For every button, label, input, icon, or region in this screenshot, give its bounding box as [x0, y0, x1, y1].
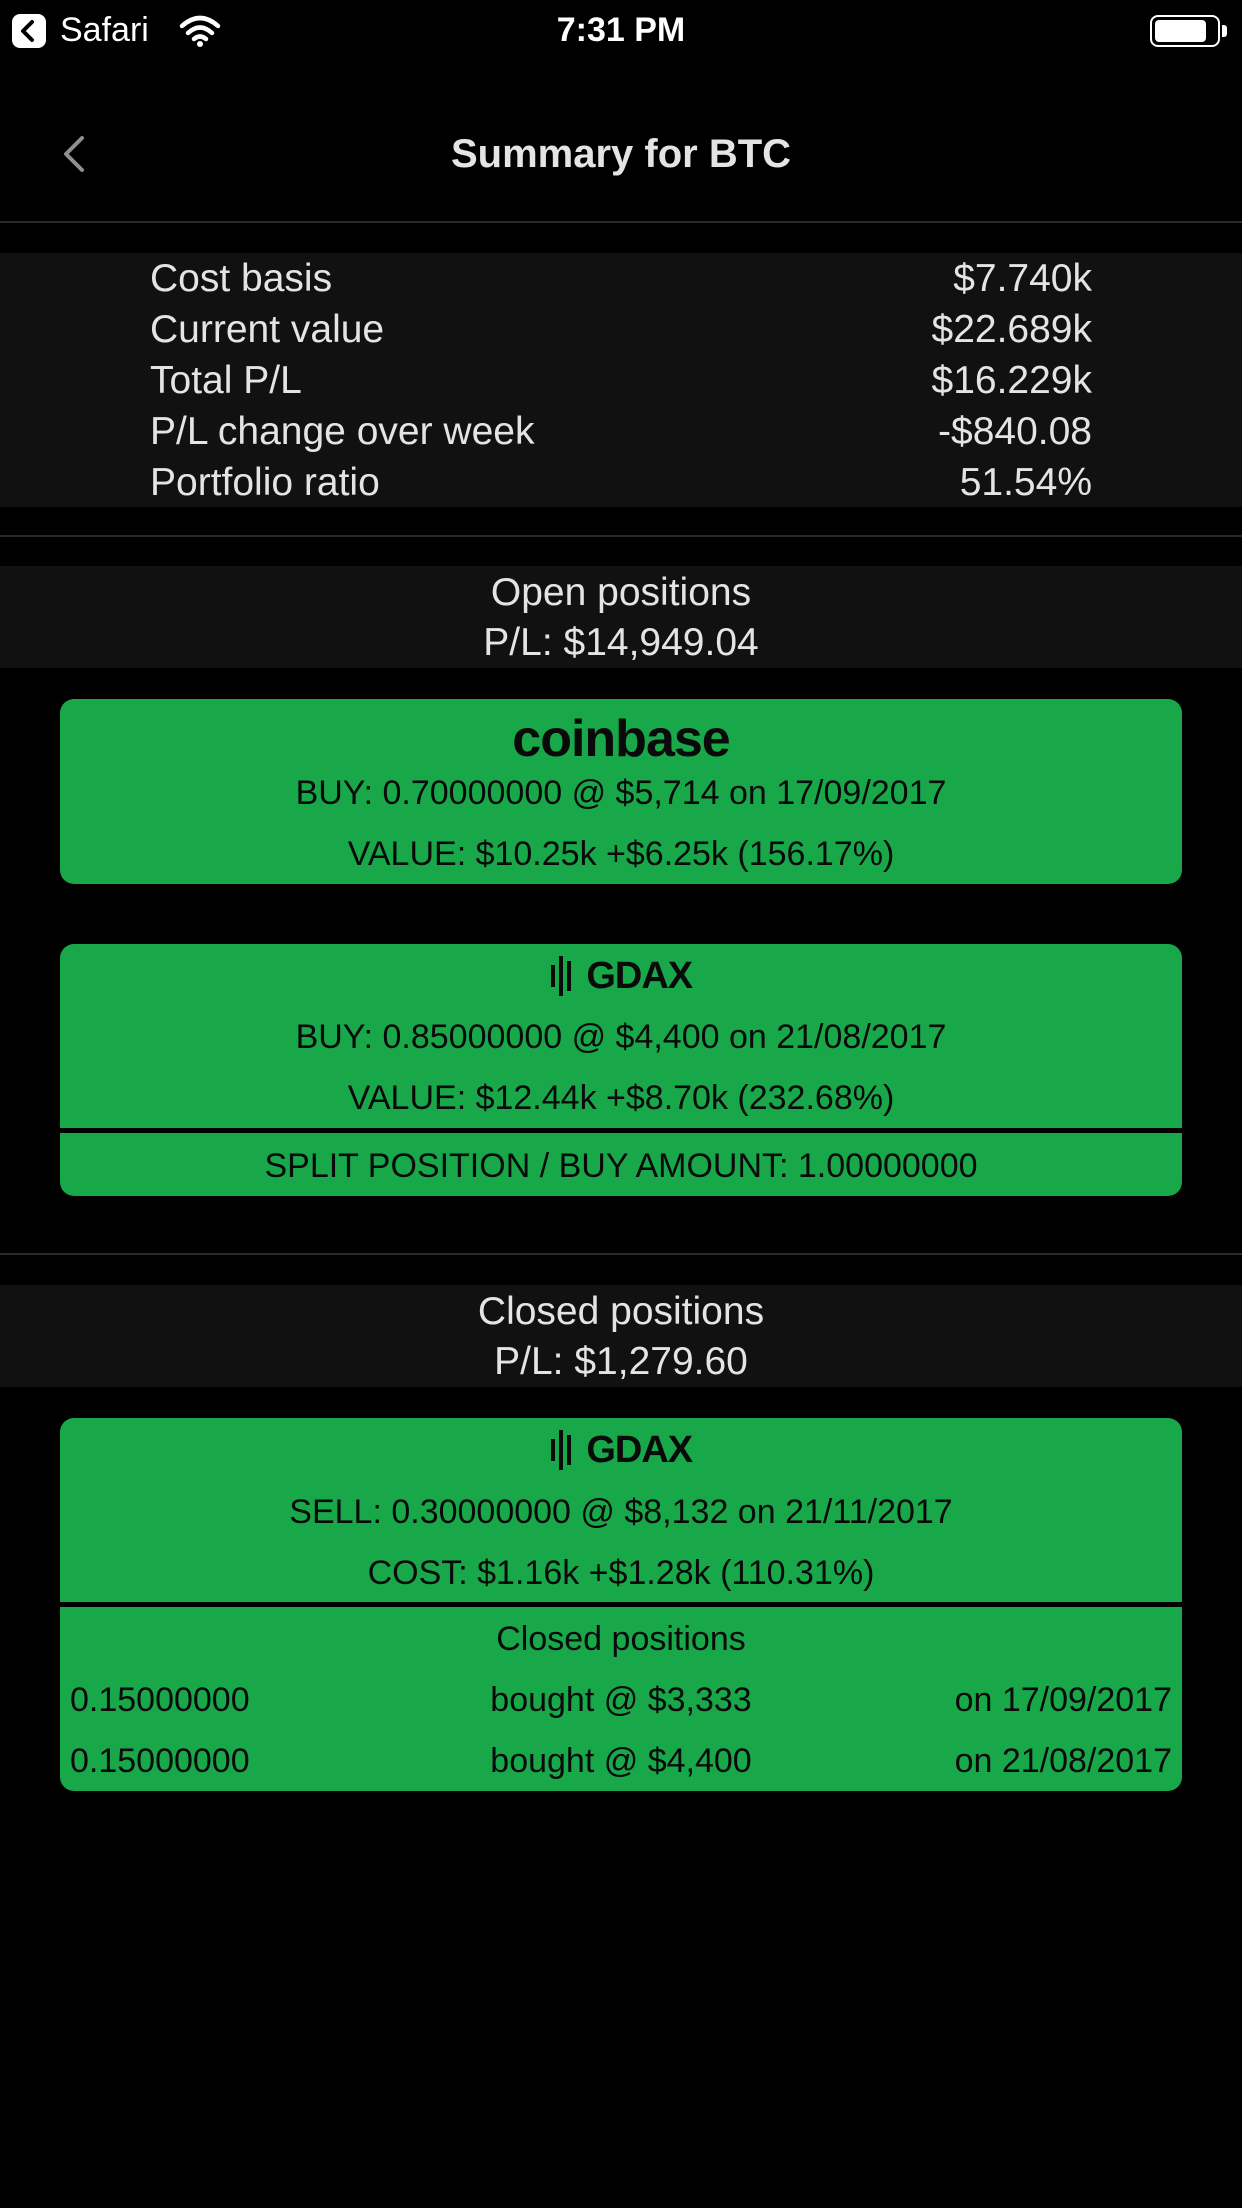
- gdax-logo: GDAX: [60, 1426, 1182, 1474]
- status-time: 7:31 PM: [556, 11, 686, 49]
- summary-panel: Cost basis $7.740k Current value $22.689…: [0, 253, 1242, 507]
- summary-value: -$840.08: [938, 410, 1092, 453]
- history-title: Closed positions: [496, 1620, 746, 1658]
- section-pl: P/L: $1,279.60: [494, 1340, 748, 1383]
- coinbase-logo: coinbase: [512, 710, 730, 768]
- summary-row-total-pl: Total P/L $16.229k: [150, 355, 1092, 406]
- battery-icon: [1150, 15, 1220, 47]
- trade-line: BUY: 0.70000000 @ $5,714 on 17/09/2017: [295, 774, 947, 812]
- card-separator: [60, 1602, 1182, 1607]
- value-line: VALUE: $10.25k +$6.25k (156.17%): [347, 835, 895, 873]
- summary-row-pl-week: P/L change over week -$840.08: [150, 406, 1092, 457]
- divider: [0, 535, 1242, 537]
- summary-label: P/L change over week: [150, 410, 535, 453]
- card-separator: [60, 1128, 1182, 1133]
- closed-positions-header: Closed positions P/L: $1,279.60: [0, 1285, 1242, 1387]
- gdax-bars-icon: [550, 1430, 571, 1470]
- divider: [0, 1253, 1242, 1255]
- history-amount: 0.15000000: [70, 1681, 250, 1719]
- battery-tip: [1222, 25, 1227, 37]
- history-date: on 17/09/2017: [954, 1681, 1172, 1719]
- history-date: on 21/08/2017: [954, 1742, 1172, 1780]
- summary-label: Portfolio ratio: [150, 461, 380, 504]
- back-to-app-icon[interactable]: [12, 14, 46, 48]
- status-app-label[interactable]: Safari: [60, 11, 149, 49]
- section-title: Closed positions: [477, 1290, 765, 1333]
- summary-value: 51.54%: [959, 461, 1092, 504]
- summary-row-portfolio-ratio: Portfolio ratio 51.54%: [150, 457, 1092, 508]
- summary-row-cost-basis: Cost basis $7.740k: [150, 253, 1092, 304]
- split-position-button[interactable]: SPLIT POSITION / BUY AMOUNT: 1.00000000: [264, 1147, 978, 1185]
- summary-label: Current value: [150, 308, 385, 351]
- section-title: Open positions: [490, 571, 752, 614]
- cost-line: COST: $1.16k +$1.28k (110.31%): [367, 1554, 875, 1592]
- summary-row-current-value: Current value $22.689k: [150, 304, 1092, 355]
- history-amount: 0.15000000: [70, 1742, 250, 1780]
- chevron-left-icon[interactable]: [56, 134, 96, 174]
- gdax-logo: GDAX: [60, 952, 1182, 1000]
- history-row: 0.15000000 bought @ $4,400 on 21/08/2017: [70, 1737, 1172, 1785]
- value-line: VALUE: $12.44k +$8.70k (232.68%): [347, 1079, 895, 1117]
- gdax-bars-icon: [550, 956, 571, 996]
- closed-position-card-gdax[interactable]: GDAX SELL: 0.30000000 @ $8,132 on 21/11/…: [60, 1418, 1182, 1791]
- divider: [0, 221, 1242, 223]
- status-bar: Safari 7:31 PM: [0, 0, 1242, 60]
- position-card-coinbase[interactable]: coinbase BUY: 0.70000000 @ $5,714 on 17/…: [60, 699, 1182, 884]
- position-card-gdax[interactable]: GDAX BUY: 0.85000000 @ $4,400 on 21/08/2…: [60, 944, 1182, 1196]
- open-positions-header: Open positions P/L: $14,949.04: [0, 566, 1242, 668]
- navigation-bar: Summary for BTC: [0, 90, 1242, 220]
- gdax-logo-text: GDAX: [586, 1429, 693, 1471]
- trade-line: BUY: 0.85000000 @ $4,400 on 21/08/2017: [295, 1018, 947, 1056]
- wifi-icon: [178, 14, 222, 53]
- summary-value: $16.229k: [931, 359, 1092, 402]
- trade-line: SELL: 0.30000000 @ $8,132 on 21/11/2017: [289, 1493, 953, 1531]
- summary-value: $7.740k: [953, 257, 1092, 300]
- history-row: 0.15000000 bought @ $3,333 on 17/09/2017: [70, 1676, 1172, 1724]
- battery-level-fill: [1155, 20, 1206, 42]
- summary-label: Cost basis: [150, 257, 333, 300]
- summary-label: Total P/L: [150, 359, 302, 402]
- section-pl: P/L: $14,949.04: [483, 621, 759, 664]
- gdax-logo-text: GDAX: [586, 955, 693, 997]
- history-price: bought @ $4,400: [490, 1742, 752, 1780]
- history-price: bought @ $3,333: [490, 1681, 752, 1719]
- summary-value: $22.689k: [931, 308, 1092, 351]
- page-title: Summary for BTC: [450, 132, 792, 176]
